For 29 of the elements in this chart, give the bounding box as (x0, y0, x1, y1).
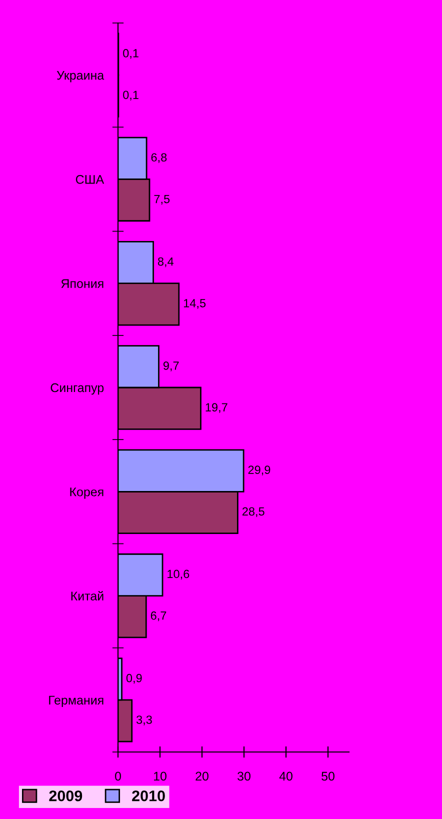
data-label: 0,1 (123, 49, 138, 59)
x-tick-label: 10 (154, 772, 166, 781)
x-tick-label: 30 (238, 772, 250, 781)
data-label: 0,1 (123, 90, 138, 100)
legend-label: 2010 (132, 790, 165, 802)
data-label: 14,5 (184, 299, 206, 309)
y-tick-label: Китай (71, 591, 104, 600)
data-label: 9,7 (163, 361, 179, 372)
x-tick-label: 40 (279, 772, 292, 781)
data-label: 28,5 (242, 507, 264, 518)
legend-label: 2009 (49, 790, 82, 802)
y-tick-label: Сингапур (50, 383, 104, 395)
data-label: 29,9 (248, 466, 270, 476)
data-label: 8,4 (158, 257, 174, 268)
x-tick-label: 0 (115, 772, 121, 781)
data-label: 10,6 (168, 570, 190, 580)
x-tick-label: 50 (322, 772, 334, 781)
y-tick-label: Германия (49, 696, 104, 708)
y-tick-label: Япония (61, 279, 104, 288)
data-label: 6,8 (151, 153, 167, 163)
y-tick-label: Корея (70, 488, 104, 499)
data-label: 19,7 (206, 403, 228, 413)
data-label: 6,7 (150, 611, 166, 622)
data-label: 0,9 (126, 674, 142, 684)
x-tick-label: 20 (196, 772, 208, 781)
data-label: 7,5 (154, 194, 170, 205)
y-tick-label: Украина (56, 71, 104, 82)
y-tick-label: США (76, 175, 104, 184)
data-label: 3,3 (136, 716, 152, 726)
